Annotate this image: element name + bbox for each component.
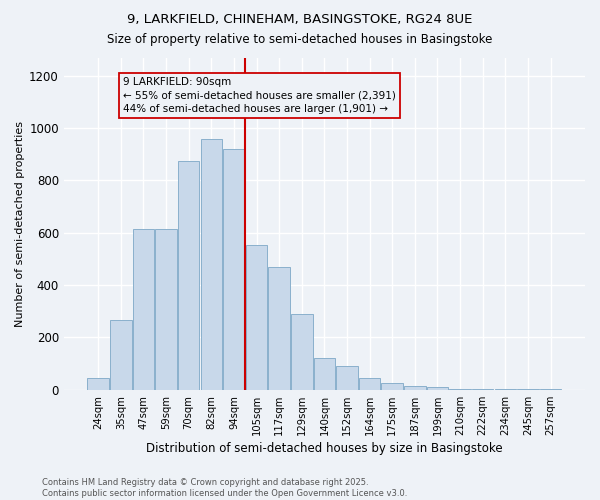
- Bar: [178, 161, 199, 390]
- Bar: [246, 244, 267, 390]
- Bar: [268, 267, 290, 390]
- Bar: [291, 314, 313, 390]
- Bar: [223, 149, 245, 390]
- Y-axis label: Number of semi-detached properties: Number of semi-detached properties: [15, 120, 25, 326]
- Bar: [336, 366, 358, 390]
- Text: Contains HM Land Registry data © Crown copyright and database right 2025.
Contai: Contains HM Land Registry data © Crown c…: [42, 478, 407, 498]
- Bar: [494, 389, 516, 390]
- Bar: [427, 387, 448, 390]
- Bar: [540, 389, 562, 390]
- Bar: [382, 384, 403, 390]
- Text: 9, LARKFIELD, CHINEHAM, BASINGSTOKE, RG24 8UE: 9, LARKFIELD, CHINEHAM, BASINGSTOKE, RG2…: [127, 12, 473, 26]
- Bar: [110, 320, 131, 390]
- Bar: [359, 378, 380, 390]
- Bar: [472, 389, 493, 390]
- Text: 9 LARKFIELD: 90sqm
← 55% of semi-detached houses are smaller (2,391)
44% of semi: 9 LARKFIELD: 90sqm ← 55% of semi-detache…: [123, 77, 396, 114]
- X-axis label: Distribution of semi-detached houses by size in Basingstoke: Distribution of semi-detached houses by …: [146, 442, 503, 455]
- Bar: [314, 358, 335, 390]
- Bar: [449, 388, 471, 390]
- Bar: [88, 378, 109, 390]
- Text: Size of property relative to semi-detached houses in Basingstoke: Size of property relative to semi-detach…: [107, 32, 493, 46]
- Bar: [133, 229, 154, 390]
- Bar: [404, 386, 425, 390]
- Bar: [155, 229, 177, 390]
- Bar: [200, 138, 222, 390]
- Bar: [517, 389, 539, 390]
